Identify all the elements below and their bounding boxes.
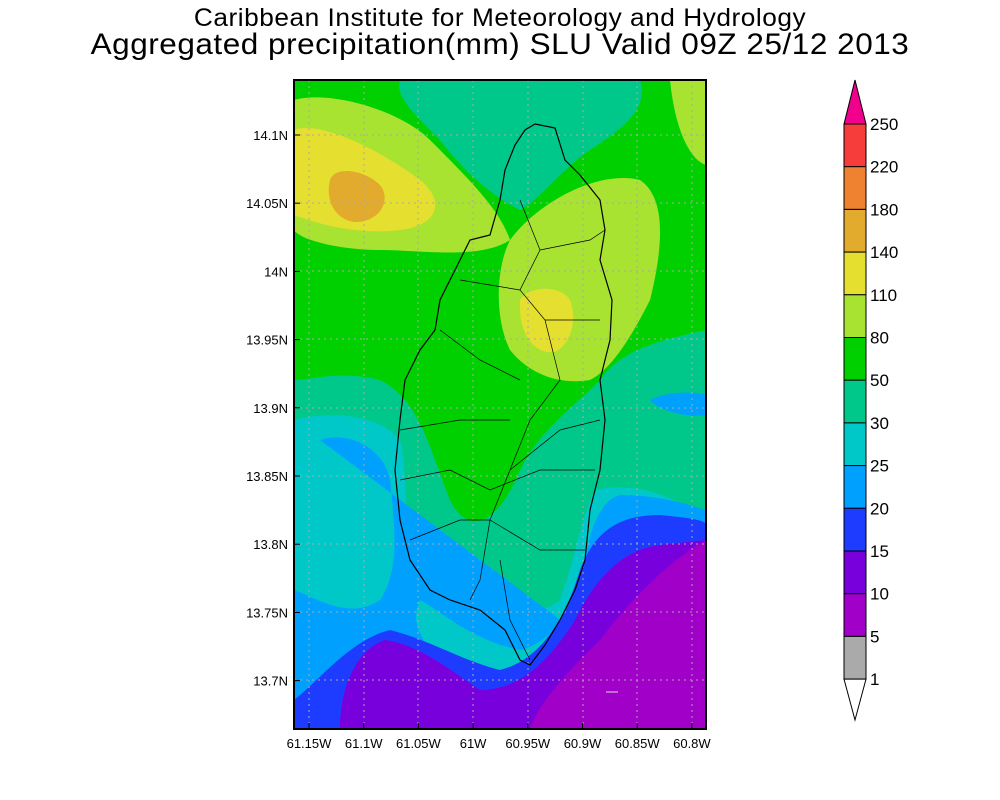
colorbar-box [843,550,867,595]
contour-30-50-top [399,80,642,210]
lat-tick-label: 13.75N [246,605,288,620]
lat-tick-label: 13.85N [246,469,288,484]
lon-tick-label: 60.8W [673,736,711,751]
latitude-axis: 14.1N 14.05N 14N 13.95N 13.9N 13.85N 13.8N 13.7… [246,128,300,689]
longitude-axis: 61.15W 61.1W 61.05W 61W 60.95W 60.9W 60.85W 60.… [287,723,711,751]
lon-tick-label: 61W [460,736,487,751]
lat-tick-label: 13.7N [253,674,288,689]
lat-tick-label: 13.8N [253,537,288,552]
lon-tick-label: 60.9W [564,736,602,751]
colorbar-box [843,593,867,637]
contour-5-10 [530,540,706,729]
contour-140-180 [328,170,385,222]
colorbar-label: 50 [870,371,889,390]
lon-tick-label: 61.1W [345,736,383,751]
colorbar-box [843,379,867,424]
colorbar-label: 20 [870,499,889,518]
map-title-line1: Caribbean Institute for Meteorology and … [193,4,807,32]
lon-tick-label: 61.15W [287,736,333,751]
colorbar-box [843,465,867,509]
map-frame [293,79,707,730]
district-boundaries [399,199,606,661]
colorbar-label: 250 [870,115,898,134]
colorbar-label: 80 [870,329,889,348]
island-outline [394,123,613,666]
contour-110-140-center [519,288,574,353]
colorbar-label: 220 [870,158,898,177]
lat-tick-label: 14.1N [253,128,288,143]
colorbar-box [843,123,867,168]
colorbar-over-arrow [843,79,867,125]
colorbar-box [843,337,867,381]
colorbar-label: 110 [870,286,897,305]
lat-tick-label: 13.95N [246,333,288,348]
colorbar-box [843,294,867,338]
colorbar-label: 25 [870,457,889,476]
lon-tick-label: 60.85W [615,736,661,751]
colorbar-box [843,251,867,296]
graticule [294,80,706,729]
contour-80-110-ne [670,80,706,165]
precip-contours [294,80,706,729]
colorbar-box [843,507,867,552]
colorbar-box [843,166,867,210]
colorbar-box [843,422,867,467]
colorbar-label: 15 [870,542,889,561]
lat-tick-label: 13.9N [253,401,288,416]
lon-tick-label: 60.95W [505,736,551,751]
lat-tick-label: 14N [264,264,288,279]
colorbar-label: 1 [870,670,879,689]
lat-tick-label: 14.05N [246,196,288,211]
colorbar-box [843,635,867,680]
colorbar-label: 30 [870,414,889,433]
map-title-line2: Aggregated precipitation(mm) SLU Valid 0… [90,28,910,61]
colorbar-label: 140 [870,243,898,262]
colorbar-under-arrow [843,678,867,722]
colorbar-box [843,208,867,253]
colorbar-label: 180 [870,200,898,219]
colorbar: 250 220 180 140 110 80 50 30 25 20 15 10 5 1 [843,79,898,722]
lon-tick-label: 61.05W [396,736,442,751]
colorbar-label: 5 [870,627,879,646]
colorbar-label: 10 [870,585,889,604]
